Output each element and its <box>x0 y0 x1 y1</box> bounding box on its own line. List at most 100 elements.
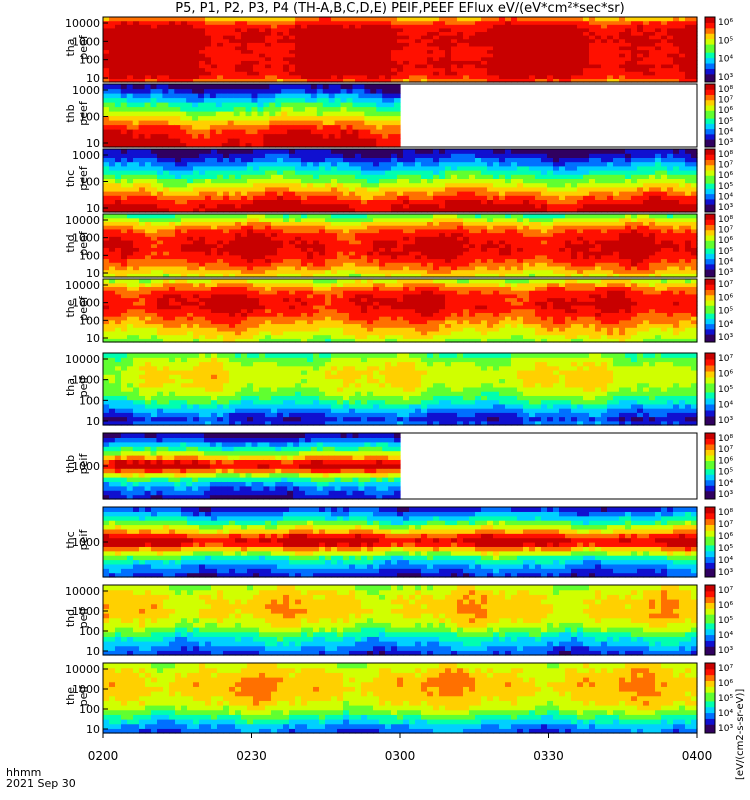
spectrogram-cell <box>168 115 175 121</box>
spectrogram-cell <box>319 191 326 196</box>
spectrogram-cell <box>361 236 368 241</box>
spectrogram-cell <box>499 157 506 163</box>
spectrogram-cell <box>301 207 308 213</box>
spectrogram-cell <box>433 78 440 83</box>
spectrogram-cell <box>211 49 218 54</box>
spectrogram-cell <box>127 214 134 219</box>
spectrogram-cell <box>203 88 211 94</box>
spectrogram-cell <box>120 111 128 117</box>
spectrogram-cell <box>181 225 188 230</box>
colorbar-segment <box>705 151 715 155</box>
spectrogram-cell <box>133 221 140 226</box>
spectrogram-cell <box>565 31 572 36</box>
spectrogram-cell <box>331 214 338 219</box>
spectrogram-cell <box>235 207 242 213</box>
spectrogram-cell <box>679 38 686 43</box>
spectrogram-cell <box>283 228 290 234</box>
colorbar-segment <box>705 44 715 48</box>
spectrogram-cell <box>187 191 194 196</box>
spectrogram-cell <box>487 199 494 205</box>
spectrogram-cell <box>247 157 254 163</box>
y-axis-label: peef <box>77 165 90 191</box>
spectrogram-cell <box>385 53 392 58</box>
spectrogram-cell <box>337 78 344 83</box>
colorbar-segment <box>705 63 715 67</box>
spectrogram-cell <box>157 63 164 69</box>
spectrogram-cell <box>253 258 260 263</box>
spectrogram-cell <box>169 31 176 36</box>
spectrogram-cell <box>427 42 434 47</box>
spectrogram-cell <box>331 178 338 184</box>
spectrogram-cell <box>517 53 524 58</box>
spectrogram-cell <box>370 133 377 139</box>
spectrogram-cell <box>355 236 362 241</box>
spectrogram-cell <box>138 124 146 130</box>
spectrogram-cell <box>281 138 288 144</box>
spectrogram-cell <box>163 67 170 72</box>
spectrogram-cell <box>367 199 374 205</box>
spectrogram-cell <box>199 178 206 184</box>
spectrogram-cell <box>313 63 320 69</box>
spectrogram-cell <box>205 251 212 256</box>
spectrogram-cell <box>301 225 308 230</box>
spectrogram-cell <box>427 67 434 72</box>
colorbar-segment <box>705 107 715 111</box>
spectrogram-cell <box>157 258 164 263</box>
spectrogram-cell <box>265 191 272 196</box>
spectrogram-cell <box>283 17 290 22</box>
spectrogram-cell <box>349 74 356 79</box>
spectrogram-cell <box>571 207 578 213</box>
spectrogram-cell <box>559 203 566 209</box>
spectrogram-cell <box>415 178 422 184</box>
spectrogram-cell <box>174 124 181 130</box>
spectrogram-cell <box>169 265 176 271</box>
spectrogram-cell <box>211 24 218 29</box>
spectrogram-cell <box>223 273 230 278</box>
spectrogram-cell <box>661 203 668 209</box>
spectrogram-cell <box>168 88 175 94</box>
spectrogram-cell <box>379 228 386 234</box>
spectrogram-cell <box>265 27 272 33</box>
spectrogram-cell <box>511 27 518 33</box>
spectrogram-cell <box>301 157 308 163</box>
spectrogram-cell <box>223 254 230 260</box>
spectrogram-cell <box>138 111 146 117</box>
spectrogram-cell <box>265 60 272 65</box>
spectrogram-cell <box>316 142 324 148</box>
spectrogram-cell <box>643 17 650 22</box>
spectrogram-cell <box>289 17 296 22</box>
spectrogram-cell <box>589 174 596 179</box>
spectrogram-cell <box>265 182 272 188</box>
spectrogram-cell <box>133 78 140 83</box>
spectrogram-cell <box>193 258 200 263</box>
spectrogram-cell <box>235 35 242 40</box>
spectrogram-cell <box>445 186 452 192</box>
spectrogram-cell <box>233 133 241 139</box>
spectrogram-cell <box>259 153 266 158</box>
spectrogram-cell <box>114 133 122 139</box>
spectrogram-cell <box>439 182 446 188</box>
spectrogram-cell <box>287 111 294 117</box>
spectrogram-cell <box>233 102 241 108</box>
spectrogram-cell <box>397 71 404 76</box>
spectrogram-cell <box>187 228 194 234</box>
spectrogram-cell <box>349 20 356 25</box>
spectrogram-cell <box>583 153 590 158</box>
spectrogram-cell <box>631 38 638 43</box>
spectrogram-cell <box>186 88 193 94</box>
spectrogram-cell <box>307 225 314 230</box>
spectrogram-cell <box>481 199 488 205</box>
spectrogram-cell <box>409 27 416 33</box>
spectrogram-cell <box>376 88 383 94</box>
spectrogram-cell <box>229 165 236 171</box>
spectrogram-cell <box>403 53 410 58</box>
spectrogram-cell <box>421 27 428 33</box>
spectrogram-cell <box>199 53 206 58</box>
spectrogram-cell <box>169 35 176 40</box>
spectrogram-cell <box>595 199 602 205</box>
spectrogram-cell <box>577 203 584 209</box>
spectrogram-cell <box>239 124 247 130</box>
spectrogram-cell <box>169 191 176 196</box>
spectrogram-cell <box>403 214 410 219</box>
colorbar-tick-label: 10⁴ <box>718 192 733 202</box>
